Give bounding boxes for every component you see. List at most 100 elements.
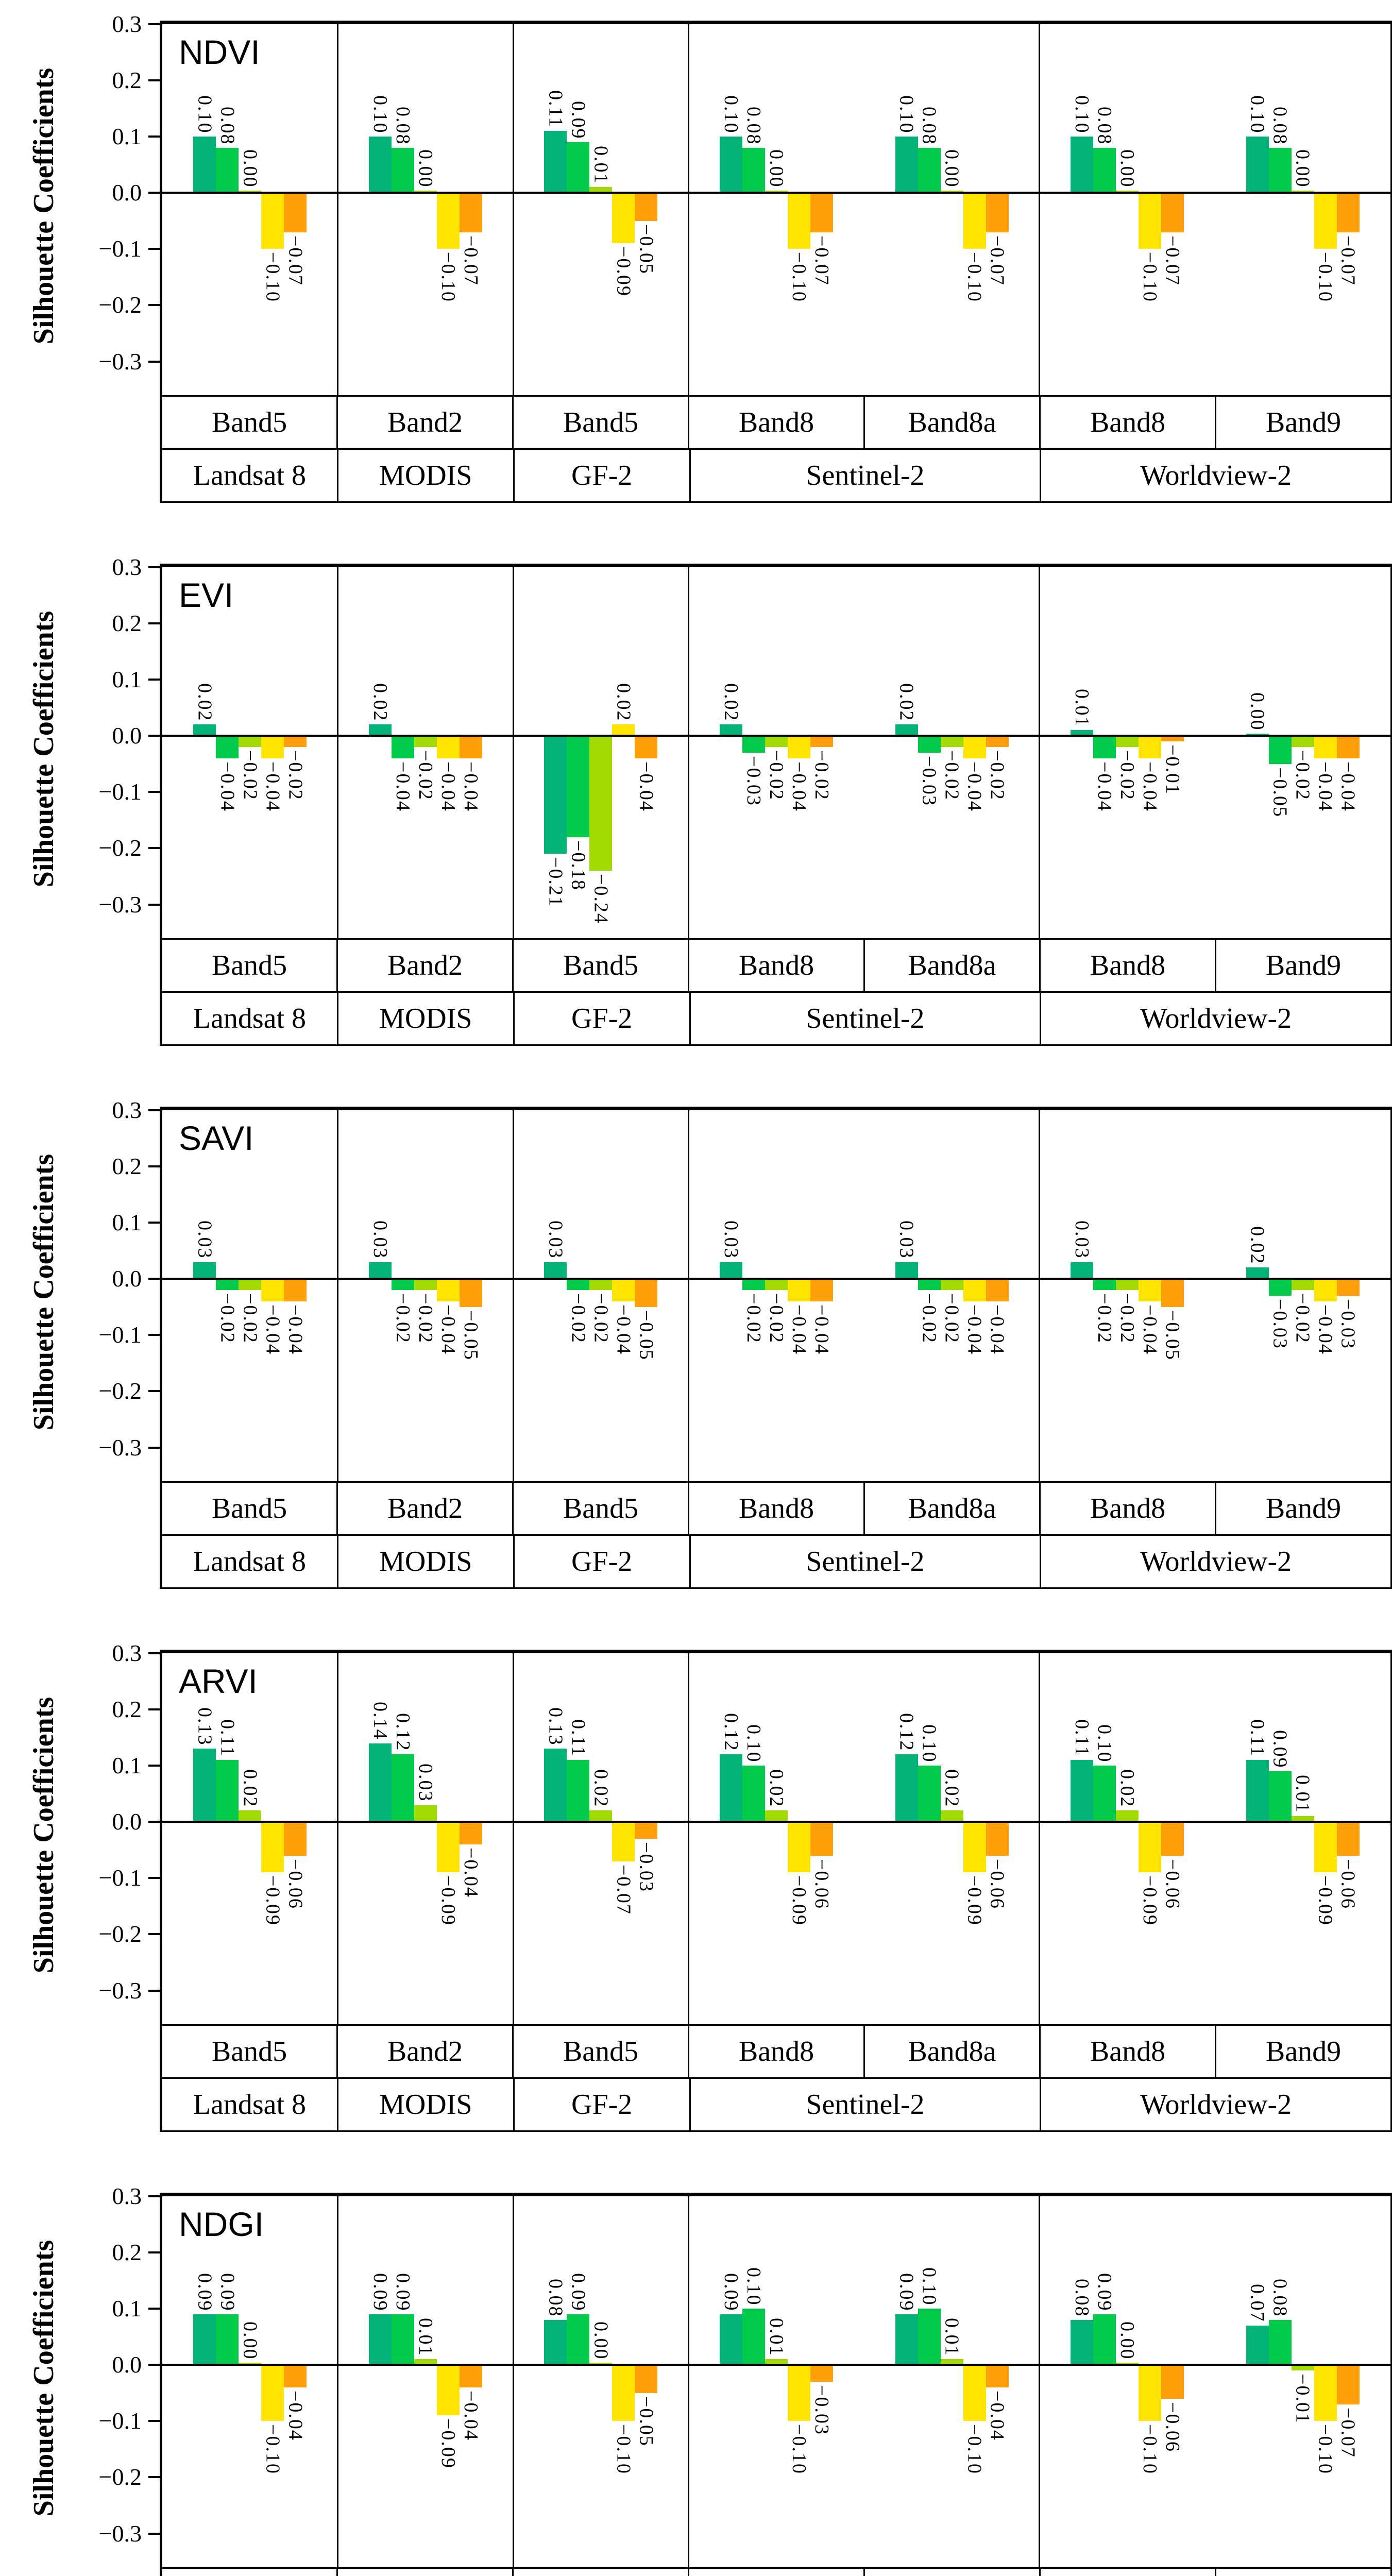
bar-pustulation <box>635 1279 658 1307</box>
bar-booting <box>1268 1279 1292 1296</box>
value-label: 0.13 <box>545 1707 567 1746</box>
y-tick <box>148 2195 160 2197</box>
bar-heading <box>1291 1279 1314 1291</box>
value-label: 0.09 <box>720 2273 742 2312</box>
bar-flowering <box>963 736 986 758</box>
value-label: 0.03 <box>545 1221 567 1259</box>
bar-booting <box>1268 148 1292 193</box>
value-label: −0.07 <box>986 235 1008 286</box>
bar-booting <box>742 1279 765 1291</box>
value-label: −0.10 <box>437 252 459 303</box>
bar-heading <box>1116 736 1139 748</box>
value-label: −0.10 <box>788 252 810 303</box>
panel-title: NDVI <box>179 33 260 71</box>
bar-booting <box>567 1279 590 1291</box>
bar-flowering <box>436 193 460 249</box>
bar-booting <box>216 2314 239 2365</box>
value-label: 0.01 <box>414 2317 436 2357</box>
y-tick <box>148 2420 160 2422</box>
y-axis-title: Silhouette Coefficients <box>28 1154 60 1431</box>
y-tick <box>148 1222 160 1224</box>
y-tick-label: 0.2 <box>112 67 142 94</box>
value-label: −0.10 <box>1314 252 1336 303</box>
value-label: 0.09 <box>369 2273 391 2312</box>
value-label: 0.11 <box>1071 1719 1093 1757</box>
y-tick-label: −0.2 <box>98 835 142 861</box>
value-label: −0.02 <box>986 750 1008 801</box>
y-tick <box>148 1708 160 1711</box>
value-label: −0.02 <box>918 1293 940 1344</box>
band-label: Band8a <box>865 397 1041 448</box>
panel-title: NDGI <box>179 2205 264 2243</box>
bar-heading <box>589 187 613 193</box>
y-tick <box>148 304 160 307</box>
value-label: 0.02 <box>766 1769 787 1808</box>
bar-booting <box>918 148 941 193</box>
value-label: −0.09 <box>262 1875 284 1926</box>
bar-flowering <box>963 1822 986 1873</box>
panel-savi: Silhouette Coefficients SAVI 0.3 0.2 0.1 0.0 −… <box>0 1086 1392 1629</box>
bar-flowering <box>436 1822 460 1873</box>
sensor-label: Landsat 8 <box>162 993 338 1044</box>
bar-flowering <box>788 193 810 249</box>
bar-booting <box>1093 2314 1116 2365</box>
y-tick <box>148 2364 160 2366</box>
value-label: 0.00 <box>1246 692 1268 731</box>
value-label: 0.00 <box>766 149 787 188</box>
sensor-divider <box>512 2196 514 2567</box>
value-label: −0.02 <box>239 750 261 801</box>
band-label: Band5 <box>162 2026 338 2077</box>
y-tick-label: 0.3 <box>112 11 142 37</box>
value-label: −0.04 <box>635 761 657 812</box>
bar-flowering <box>436 1279 460 1301</box>
value-label: −0.04 <box>460 1847 482 1898</box>
band-label: Band9 <box>1265 406 1342 438</box>
bar-pustulation <box>635 193 658 221</box>
bar-heading <box>414 1279 437 1291</box>
y-tick-label: 0.2 <box>112 1153 142 1180</box>
value-label: −0.10 <box>262 252 284 303</box>
bar-heading <box>940 1810 963 1822</box>
value-label: −0.04 <box>216 761 239 812</box>
sensor-divider <box>337 24 339 395</box>
value-label: 0.02 <box>590 1769 612 1808</box>
band-label: Band8a <box>865 940 1041 991</box>
value-label: −0.04 <box>262 1304 284 1355</box>
bar-flowering <box>788 1822 810 1873</box>
bar-jointing <box>368 2314 392 2365</box>
value-label: 0.00 <box>590 2321 612 2360</box>
bar-flowering <box>612 1822 635 1861</box>
y-tick-label: 0.1 <box>112 2295 142 2322</box>
value-label: −0.04 <box>1314 761 1336 812</box>
value-label: −0.10 <box>1139 2424 1161 2475</box>
value-label: 0.02 <box>194 683 216 722</box>
y-tick-label: 0.1 <box>112 666 142 693</box>
value-label: −0.04 <box>788 761 810 812</box>
y-tick <box>148 192 160 194</box>
y-tick-label: 0.0 <box>112 1808 142 1835</box>
bar-jointing <box>1071 730 1094 736</box>
value-label: −0.02 <box>590 1293 612 1344</box>
sensor-divider <box>1039 24 1041 395</box>
bar-pustulation <box>810 1279 833 1301</box>
value-label: 0.08 <box>1269 2278 1291 2317</box>
bar-pustulation <box>1161 736 1184 742</box>
y-tick <box>148 791 160 793</box>
value-label: −0.02 <box>766 750 787 801</box>
y-tick <box>148 1390 160 1393</box>
sensor-label: Sentinel-2 <box>691 993 1042 1044</box>
y-tick <box>148 847 160 850</box>
value-label: −0.05 <box>460 1310 482 1361</box>
value-label: 0.09 <box>567 100 589 140</box>
value-label: 0.02 <box>720 683 742 722</box>
bar-pustulation <box>1161 193 1184 232</box>
plot-area-ndvi: NDVI 0.3 0.2 0.1 0.0 −0.1 −0.2 −0.3 0.10 0.08 0.00… <box>99 11 1392 397</box>
y-tick-label: −0.1 <box>98 2408 142 2434</box>
sensor-label: Worldview-2 <box>1140 1003 1292 1035</box>
bar-pustulation <box>635 1822 658 1839</box>
bar-heading <box>1291 2365 1314 2371</box>
bar-flowering <box>612 193 635 244</box>
value-label: −0.04 <box>811 1304 833 1355</box>
